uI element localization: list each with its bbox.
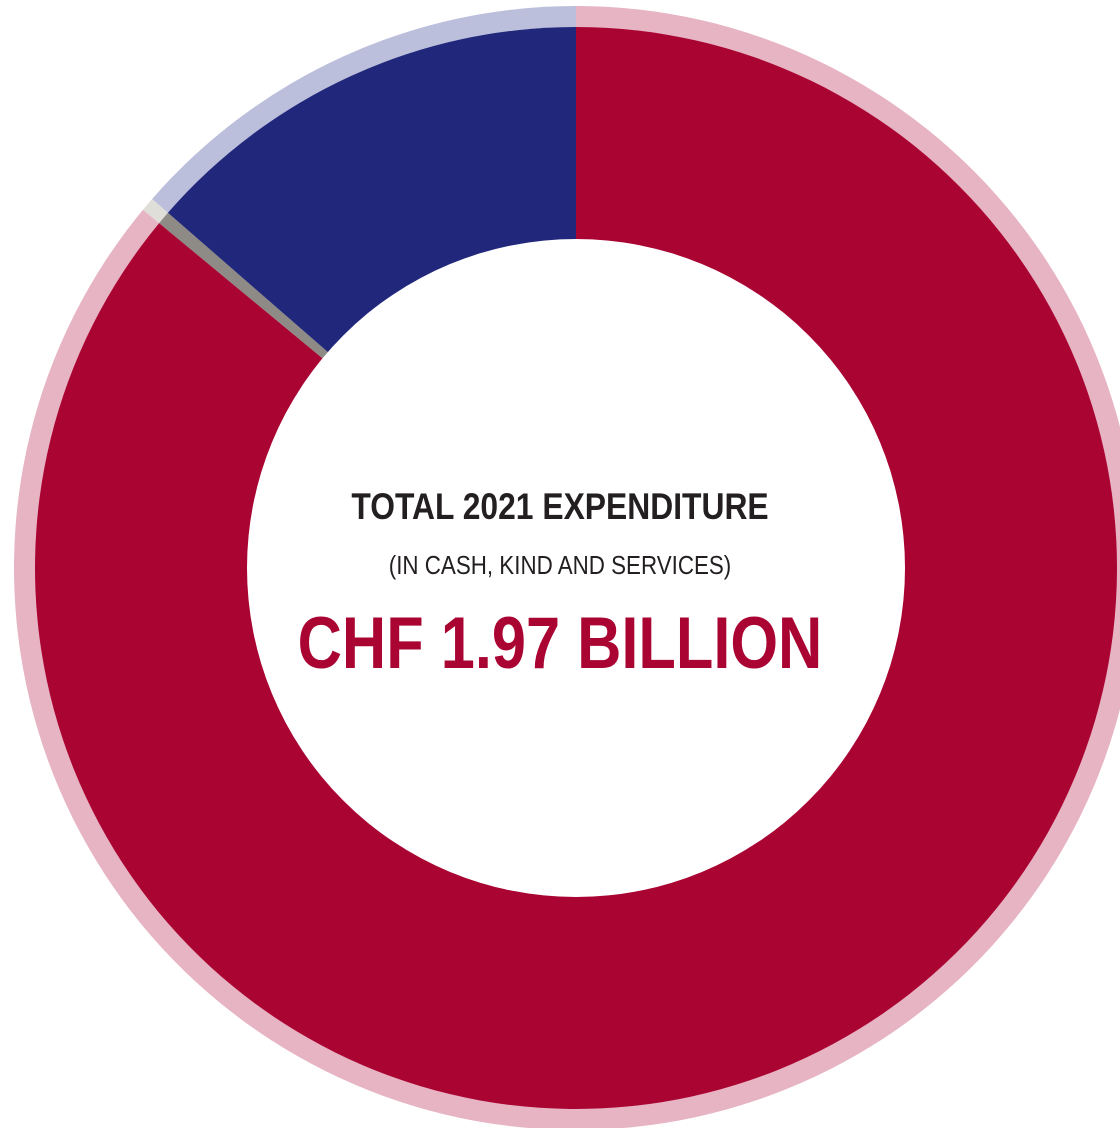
chart-subheading: (IN CASH, KIND AND SERVICES) [388,550,732,580]
chart-heading: TOTAL 2021 EXPENDITURE [351,486,769,527]
total-expenditure-value: CHF 1.97 BILLION [297,603,823,684]
donut-hole [247,239,905,897]
